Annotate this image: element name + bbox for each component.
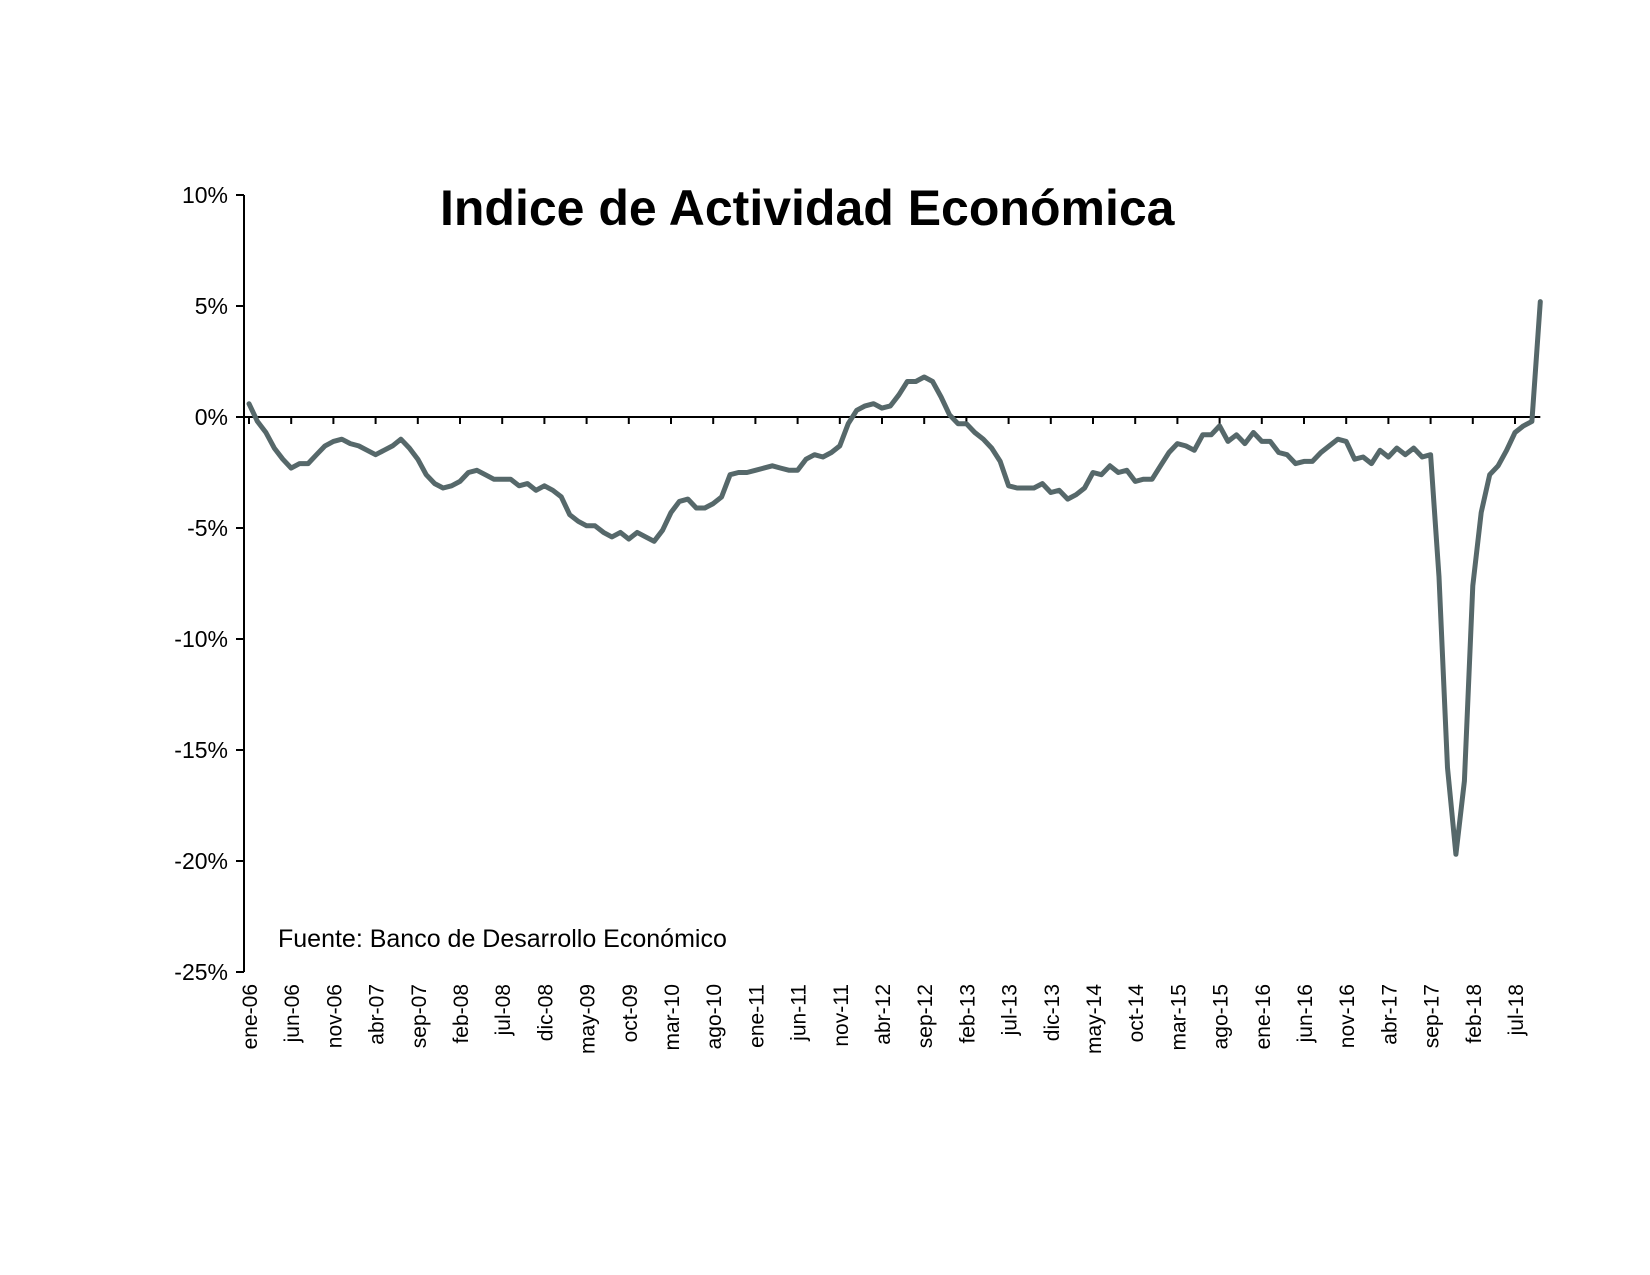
x-tick-label: ene-06: [239, 984, 262, 1049]
x-tick-label: nov-16: [1336, 984, 1359, 1048]
x-tick-label: ene-11: [745, 984, 768, 1048]
y-tick-label: 10%: [182, 182, 228, 208]
y-tick-label: -10%: [174, 626, 228, 652]
y-tick-label: -15%: [174, 737, 228, 763]
x-tick-label: dic-08: [534, 984, 557, 1041]
x-tick-label: feb-18: [1463, 984, 1486, 1044]
series-line: [246, 299, 1543, 857]
y-axis: 10% 5% 0% -5% -10% -15% -20% -25%: [174, 182, 245, 985]
y-tick-label: -25%: [174, 959, 228, 985]
x-tick-label: mar-15: [1167, 984, 1190, 1051]
series-layer: [246, 299, 1543, 857]
y-tick-label: 0%: [195, 404, 228, 430]
x-tick-label: jun-11: [788, 984, 811, 1042]
x-tick-label: jul-18: [1505, 984, 1528, 1036]
x-tick-label: abr-07: [366, 984, 389, 1045]
x-tick-label: may-14: [1083, 984, 1106, 1054]
x-tick-labels: ene-06 jun-06 nov-06 abr-07 sep-07 feb-08 jul-…: [239, 984, 1528, 1054]
x-tick-label: abr-12: [872, 984, 895, 1045]
x-tick-label: jun-06: [281, 984, 304, 1043]
x-tick-label: abr-17: [1378, 984, 1401, 1045]
x-tick-label: jul-08: [492, 984, 515, 1036]
x-tick-label: nov-06: [323, 984, 346, 1048]
x-tick-label: ene-16: [1252, 984, 1275, 1049]
x-tick-label: feb-08: [450, 984, 473, 1044]
chart-title: Indice de Actividad Económica: [440, 180, 1176, 236]
x-tick-label: sep-07: [408, 984, 431, 1048]
x-tick-label: may-09: [577, 984, 600, 1054]
x-tick-label: sep-12: [914, 984, 937, 1048]
x-tick-label: mar-10: [661, 984, 684, 1051]
x-tick-label: sep-17: [1421, 984, 1444, 1048]
x-tick-label: ago-15: [1210, 984, 1233, 1049]
x-tick-label: jun-16: [1294, 984, 1317, 1043]
x-tick-label: feb-13: [956, 984, 979, 1044]
y-tick-label: -5%: [187, 515, 228, 541]
y-tick-label: 5%: [195, 293, 228, 319]
y-tick-label: -20%: [174, 848, 228, 874]
x-tick-label: dic-13: [1041, 984, 1064, 1041]
x-tick-label: nov-11: [830, 984, 853, 1047]
x-tick-label: oct-14: [1125, 984, 1148, 1043]
x-tick-label: oct-09: [619, 984, 642, 1042]
x-tick-label: ago-10: [703, 984, 726, 1049]
source-note: Fuente: Banco de Desarrollo Económico: [278, 925, 727, 953]
x-tick-label: jul-13: [999, 984, 1022, 1036]
x-axis: [244, 416, 1541, 424]
